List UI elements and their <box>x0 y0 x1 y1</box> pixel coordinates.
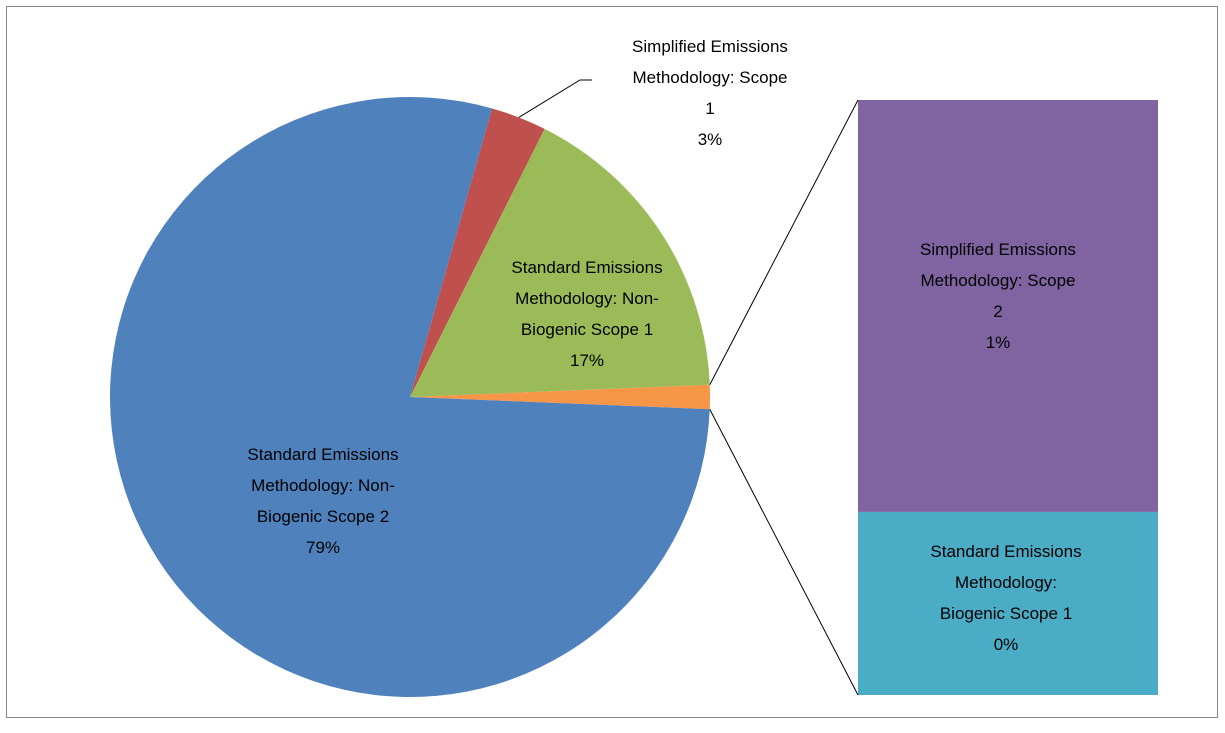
value-label: 1% <box>985 333 1011 352</box>
bar-segment <box>858 100 1158 512</box>
category-label: Standard Emissions Methodology: Non-Biog… <box>511 258 663 339</box>
category-label: Standard Emissions Methodology: Non-Biog… <box>247 445 399 526</box>
data-label: Standard Emissions Methodology: Biogenic… <box>925 536 1087 660</box>
value-label: 3% <box>697 130 723 149</box>
leader-line <box>518 79 592 118</box>
pie-slice <box>410 108 545 398</box>
value-label: 0% <box>993 635 1019 654</box>
data-label: Standard Emissions Methodology: Non-Biog… <box>238 439 408 563</box>
bar-segment <box>858 511 1158 695</box>
data-label: Simplified Emissions Methodology: Scope … <box>917 234 1079 358</box>
category-label: Standard Emissions Methodology: Biogenic… <box>930 542 1082 623</box>
value-label: 17% <box>569 351 605 370</box>
pie-slice <box>410 128 710 398</box>
category-label: Simplified Emissions Methodology: Scope … <box>920 240 1076 321</box>
data-label: Standard Emissions Methodology: Non-Biog… <box>506 252 668 376</box>
data-label: Simplified Emissions Methodology: Scope … <box>629 31 791 155</box>
category-label: Simplified Emissions Methodology: Scope … <box>632 37 788 118</box>
connector-line <box>709 408 859 696</box>
connector-line <box>709 99 859 386</box>
value-label: 79% <box>305 538 341 557</box>
pie-slice <box>109 96 710 697</box>
pie-slice-other <box>410 384 711 410</box>
